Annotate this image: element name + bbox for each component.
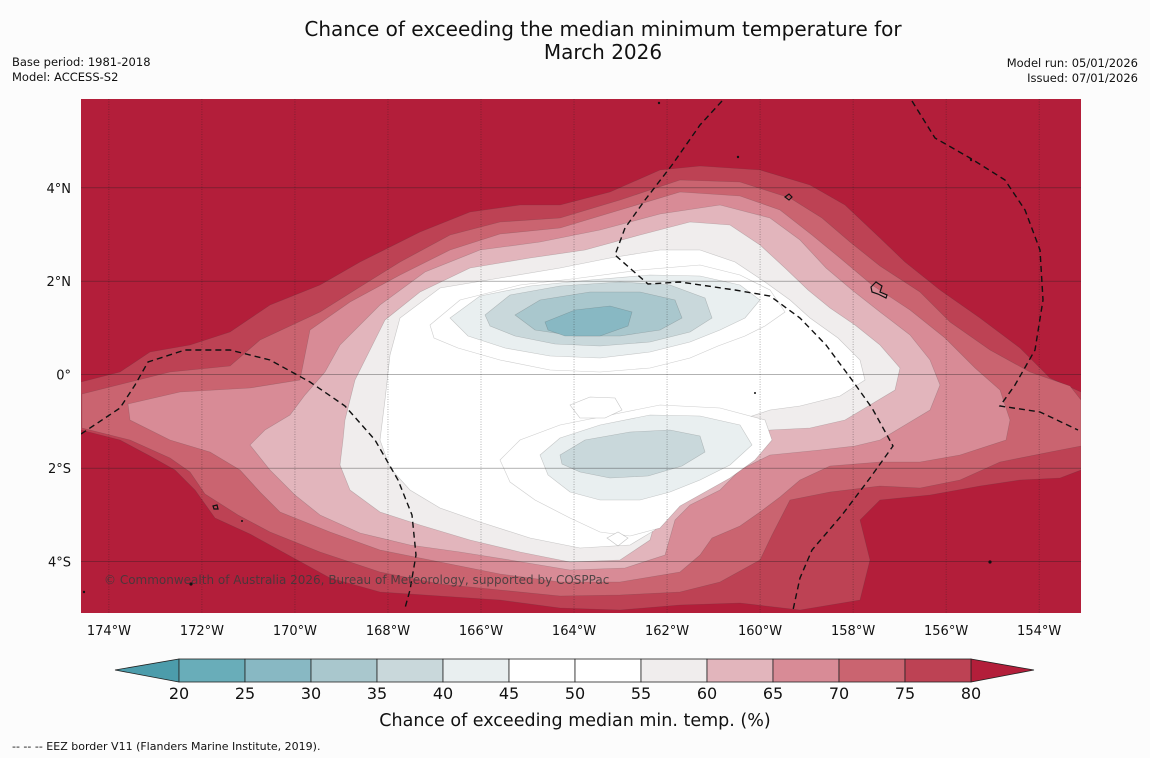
lon-label: 158°W [831, 624, 875, 639]
colorbar-tick-label: 75 [895, 684, 915, 703]
lat-label: 0° [56, 369, 71, 384]
colorbar-tick-label: 45 [499, 684, 519, 703]
chart-title: Chance of exceeding the median minimum t… [0, 18, 1150, 64]
colorbar-label: Chance of exceeding median min. temp. (%… [379, 711, 770, 731]
small-markers [82, 101, 992, 594]
colorbar-tick-label: 70 [829, 684, 849, 703]
map-panel: © Commonwealth of Australia 2026, Bureau… [81, 99, 1081, 613]
model-name: Model: ACCESS-S2 [12, 70, 119, 84]
lon-label: 156°W [924, 624, 968, 639]
colorbar-over-arrow [970, 658, 1035, 683]
meta-left: Base period: 1981-2018 Model: ACCESS-S2 [12, 55, 151, 85]
eez-border-west [81, 349, 417, 609]
marker-g [988, 560, 992, 564]
graticule [81, 99, 1081, 613]
contour-hole-55-north [569, 396, 623, 419]
lon-label: 154°W [1017, 624, 1061, 639]
contour-band-25 [544, 305, 633, 337]
longitude-labels: 174°W 172°W 170°W 168°W 166°W 164°W 162°W 160°W… [87, 624, 1062, 639]
lon-label: 160°W [738, 624, 782, 639]
marker-h [82, 590, 86, 594]
contour-hole-55-south [606, 531, 629, 547]
colorbar-tick-label: 65 [763, 684, 783, 703]
colorbar-box [376, 658, 444, 683]
colorbar-tick-label: 80 [961, 684, 981, 703]
lat-label: 2°S [48, 462, 71, 477]
colorbar-tick-label: 20 [169, 684, 189, 703]
colorbar-box [178, 658, 246, 683]
lon-label: 166°W [459, 624, 503, 639]
colorbar-box [508, 658, 576, 683]
colorbar-tick-label: 30 [301, 684, 321, 703]
meta-right: Model run: 05/01/2026 Issued: 07/01/2026 [1007, 56, 1138, 86]
eez-borders [81, 100, 1079, 611]
colorbar-tick-label: 60 [697, 684, 717, 703]
marker-e [241, 520, 243, 522]
lon-label: 162°W [645, 624, 689, 639]
colorbar-tick-label: 50 [565, 684, 585, 703]
colorbar-ticks: 20 25 30 35 40 45 50 55 60 65 70 75 80 [169, 684, 981, 703]
model-run: Model run: 05/01/2026 [1006, 56, 1138, 70]
colorbar-under-arrow [114, 658, 180, 683]
colorbar-box [838, 658, 906, 683]
colorbar-box [442, 658, 510, 683]
lon-label: 168°W [366, 624, 410, 639]
island-small-a [212, 504, 219, 510]
colorbar-boxes [178, 658, 972, 683]
colorbar-tick-label: 25 [235, 684, 255, 703]
lon-label: 164°W [552, 624, 596, 639]
colorbar-box [310, 658, 378, 683]
lon-label: 172°W [180, 624, 224, 639]
marker-c [969, 158, 973, 162]
title-line-2: March 2026 [543, 40, 663, 64]
marker-d [754, 392, 756, 394]
title-line-1: Chance of exceeding the median minimum t… [304, 17, 902, 41]
colorbar-box [706, 658, 774, 683]
latitude-labels: 4°N 2°N 0° 2°S 4°S [47, 182, 72, 571]
base-period: Base period: 1981-2018 [12, 55, 151, 69]
island-howland [784, 193, 793, 201]
lat-label: 2°N [47, 275, 72, 290]
colorbar-box [904, 658, 972, 683]
issued-date: Issued: 07/01/2026 [1027, 71, 1138, 85]
colorbar-box [640, 658, 708, 683]
colorbar-box [244, 658, 312, 683]
island-kiritimati [870, 281, 888, 299]
lon-label: 174°W [87, 624, 131, 639]
colorbar: 20 25 30 35 40 45 50 55 60 65 70 75 80 Chance of exc… [114, 658, 1035, 731]
coastlines [212, 193, 888, 510]
colorbar-tick-label: 55 [631, 684, 651, 703]
lon-label: 170°W [273, 624, 317, 639]
lat-label: 4°N [47, 182, 72, 197]
marker-a [657, 101, 661, 105]
colorbar-tick-label: 40 [433, 684, 453, 703]
copyright-text: © Commonwealth of Australia 2026, Bureau… [104, 573, 609, 587]
lat-label: 4°S [48, 556, 71, 571]
eez-border-central-north [614, 100, 894, 611]
marker-b [736, 155, 740, 159]
marker-f [189, 582, 193, 586]
eez-footnote: -- -- -- EEZ border V11 (Flanders Marine… [12, 740, 321, 753]
colorbar-box [772, 658, 840, 683]
colorbar-box [574, 658, 642, 683]
colorbar-tick-label: 35 [367, 684, 387, 703]
